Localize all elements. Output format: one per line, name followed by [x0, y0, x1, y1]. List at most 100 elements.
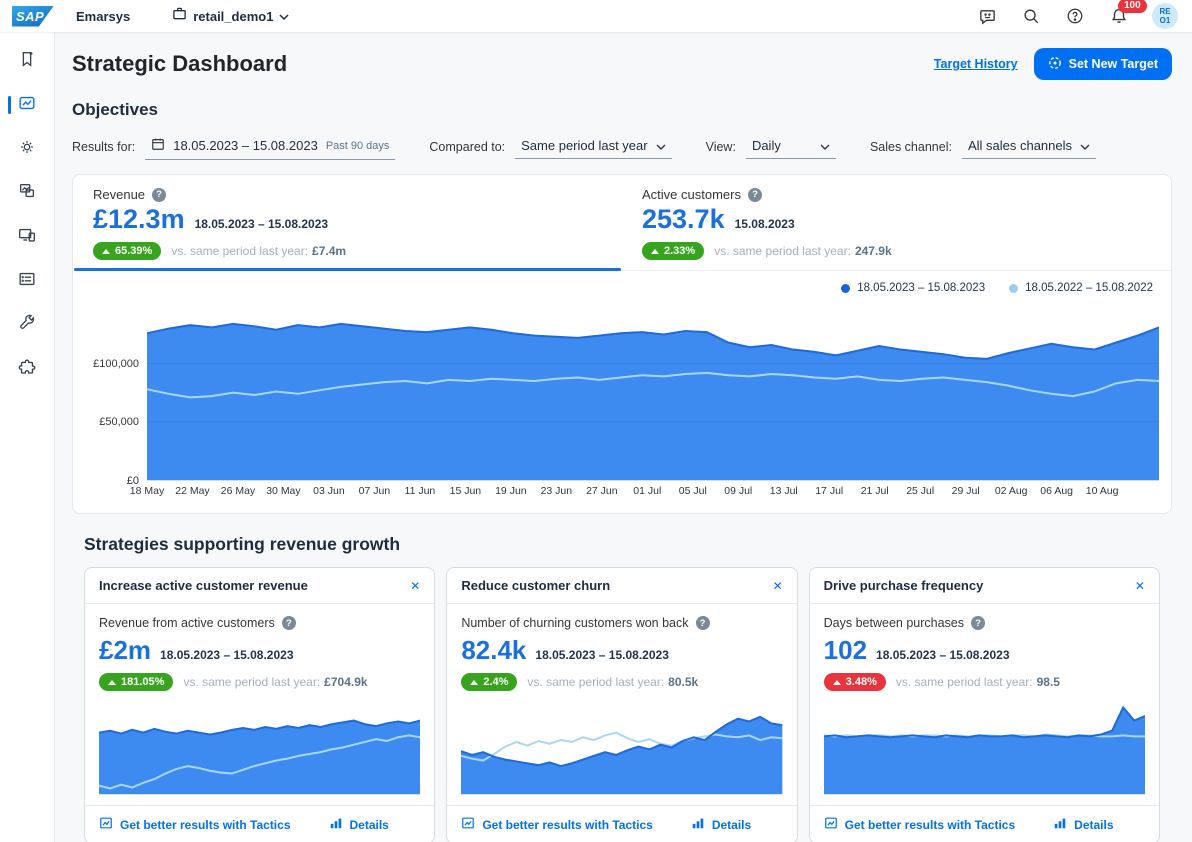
metric-value: £2m: [99, 635, 152, 665]
media-stack-icon: [17, 181, 37, 206]
x-tick-label: 01 Jul: [633, 485, 662, 497]
kpi-tab-active-customers[interactable]: Active customers ? 253.7k 15.08.2023 2.3…: [622, 175, 1171, 270]
metric-period: 18.05.2023 – 15.08.2023: [876, 648, 1010, 662]
strategy-card-reduce-customer-churn: Reduce customer churn ✕ Number of churni…: [446, 567, 798, 842]
briefcase-icon: [172, 6, 187, 26]
sidebar-item-settings[interactable]: [0, 138, 54, 160]
details-link[interactable]: Details: [1053, 816, 1114, 833]
sidebar-item-content[interactable]: [0, 182, 54, 204]
kpi-revenue-value: £12.3m: [93, 204, 185, 234]
feedback-icon[interactable]: [976, 5, 998, 27]
metric-label: Number of churning customers won back: [461, 616, 689, 630]
trend-change-value: 2.33%: [664, 245, 696, 257]
revenue-area-chart[interactable]: [147, 303, 1159, 481]
help-icon[interactable]: [1064, 5, 1086, 27]
details-label: Details: [711, 817, 752, 832]
legend-item-previous: 18.05.2022 – 15.08.2022: [1009, 282, 1153, 294]
help-icon[interactable]: ?: [152, 187, 167, 202]
set-new-target-button[interactable]: Set New Target: [1033, 48, 1172, 80]
devices-icon: [17, 225, 37, 250]
help-icon[interactable]: ?: [971, 616, 986, 630]
metric-period: 18.05.2023 – 15.08.2023: [160, 648, 294, 662]
card-title: Drive purchase frequency: [823, 578, 984, 593]
help-icon[interactable]: ?: [747, 187, 762, 202]
close-icon[interactable]: ✕: [772, 578, 783, 593]
close-icon[interactable]: ✕: [410, 578, 421, 593]
filters-bar: Results for: 18.05.2023 – 15.08.2023 Pas…: [72, 134, 1172, 160]
product-name: Emarsys: [76, 8, 131, 24]
details-link[interactable]: Details: [329, 816, 389, 833]
tactics-icon: [824, 816, 838, 833]
bar-chart-icon: [691, 816, 705, 833]
x-tick-label: 22 May: [175, 485, 210, 497]
chevron-down-icon: [656, 139, 666, 153]
kpi-active-customers-period: 15.08.2023: [734, 217, 795, 231]
tactics-link[interactable]: Get better results with Tactics: [99, 816, 291, 833]
page-title: Strategic Dashboard: [72, 51, 288, 76]
view-select[interactable]: Daily: [745, 135, 836, 159]
tactics-link[interactable]: Get better results with Tactics: [461, 816, 653, 833]
metric-label: Revenue from active customers: [99, 616, 275, 630]
strategy-cards-row: Increase active customer revenue ✕ Reven…: [84, 567, 1160, 842]
comparison-value: £704.9k: [324, 675, 368, 689]
account-switcher[interactable]: retail_demo1: [172, 6, 289, 26]
chevron-down-icon: [1080, 139, 1090, 153]
sidebar-item-analytics[interactable]: [0, 94, 54, 116]
help-icon[interactable]: ?: [281, 616, 296, 630]
legend-dot-previous: [1009, 283, 1019, 293]
sidebar-item-catalog[interactable]: [0, 270, 54, 292]
mini-area-chart[interactable]: [99, 701, 421, 795]
avatar[interactable]: RE O1: [1152, 3, 1178, 29]
sidebar-item-channels[interactable]: [0, 226, 54, 248]
search-icon[interactable]: [1020, 5, 1042, 27]
x-tick-label: 10 Aug: [1085, 485, 1119, 497]
view-label: View:: [705, 140, 736, 154]
y-axis: £0 £50,000 £100,000: [85, 303, 147, 487]
sales-channel-label: Sales channel:: [869, 140, 952, 154]
close-icon[interactable]: ✕: [1134, 578, 1145, 593]
kpi-tab-revenue[interactable]: Revenue ? £12.3m 18.05.2023 – 15.08.2023…: [73, 175, 622, 271]
comparison-label: vs. same period last year:: [527, 675, 665, 689]
x-tick-label: 15 Jun: [449, 485, 482, 497]
comparison-value: 247.9k: [854, 244, 892, 258]
main-content: Strategic Dashboard Target History Set N…: [55, 32, 1192, 842]
help-icon[interactable]: ?: [695, 616, 710, 630]
metric-label: Days between purchases: [823, 616, 965, 630]
compared-to-select[interactable]: Same period last year: [515, 135, 672, 159]
sidebar-item-tools[interactable]: [0, 314, 54, 336]
set-new-target-label: Set New Target: [1068, 57, 1158, 71]
notifications-bell-icon[interactable]: 100: [1108, 0, 1147, 27]
topbar: SAP Emarsys retail_demo1 100 RE O1: [0, 0, 1192, 32]
sales-channel-select[interactable]: All sales channels: [961, 135, 1097, 159]
details-link[interactable]: Details: [691, 816, 751, 833]
comparison-label: vs. same period last year:: [183, 675, 321, 689]
target-history-link[interactable]: Target History: [933, 57, 1018, 71]
trend-change-value: 181.05%: [121, 676, 165, 688]
target-icon: [1048, 56, 1062, 73]
trend-badge: 2.33%: [642, 242, 705, 260]
trend-change-value: 65.39%: [115, 245, 153, 257]
sales-channel-value: All sales channels: [967, 138, 1073, 153]
x-tick-label: 07 Jun: [358, 485, 391, 497]
kpi-revenue-label: Revenue: [93, 187, 146, 202]
compared-to-value: Same period last year: [521, 138, 648, 153]
metric-period: 18.05.2023 – 15.08.2023: [535, 648, 669, 662]
wrench-icon: [17, 313, 37, 338]
sidebar-item-bookmarks[interactable]: [0, 50, 54, 72]
trend-badge: 65.39%: [93, 242, 162, 260]
bar-chart-icon: [1053, 816, 1067, 833]
mini-area-chart[interactable]: [823, 701, 1145, 795]
objectives-panel: Revenue ? £12.3m 18.05.2023 – 15.08.2023…: [72, 174, 1172, 514]
x-tick-label: 09 Jul: [724, 485, 753, 497]
gear-icon: [17, 137, 37, 162]
compared-to-label: Compared to:: [429, 140, 506, 154]
mini-area-chart[interactable]: [461, 701, 783, 795]
tactics-link[interactable]: Get better results with Tactics: [824, 816, 1015, 833]
strategy-card-drive-purchase-frequency: Drive purchase frequency ✕ Days between …: [808, 567, 1160, 842]
tactics-label: Get better results with Tactics: [120, 817, 291, 832]
date-range-picker[interactable]: 18.05.2023 – 15.08.2023 Past 90 days: [145, 134, 396, 160]
kpi-revenue-period: 18.05.2023 – 15.08.2023: [194, 217, 329, 231]
comparison-value: £7.4m: [312, 244, 347, 258]
x-tick-label: 17 Jul: [815, 485, 844, 497]
sidebar-item-addons[interactable]: [0, 358, 54, 380]
